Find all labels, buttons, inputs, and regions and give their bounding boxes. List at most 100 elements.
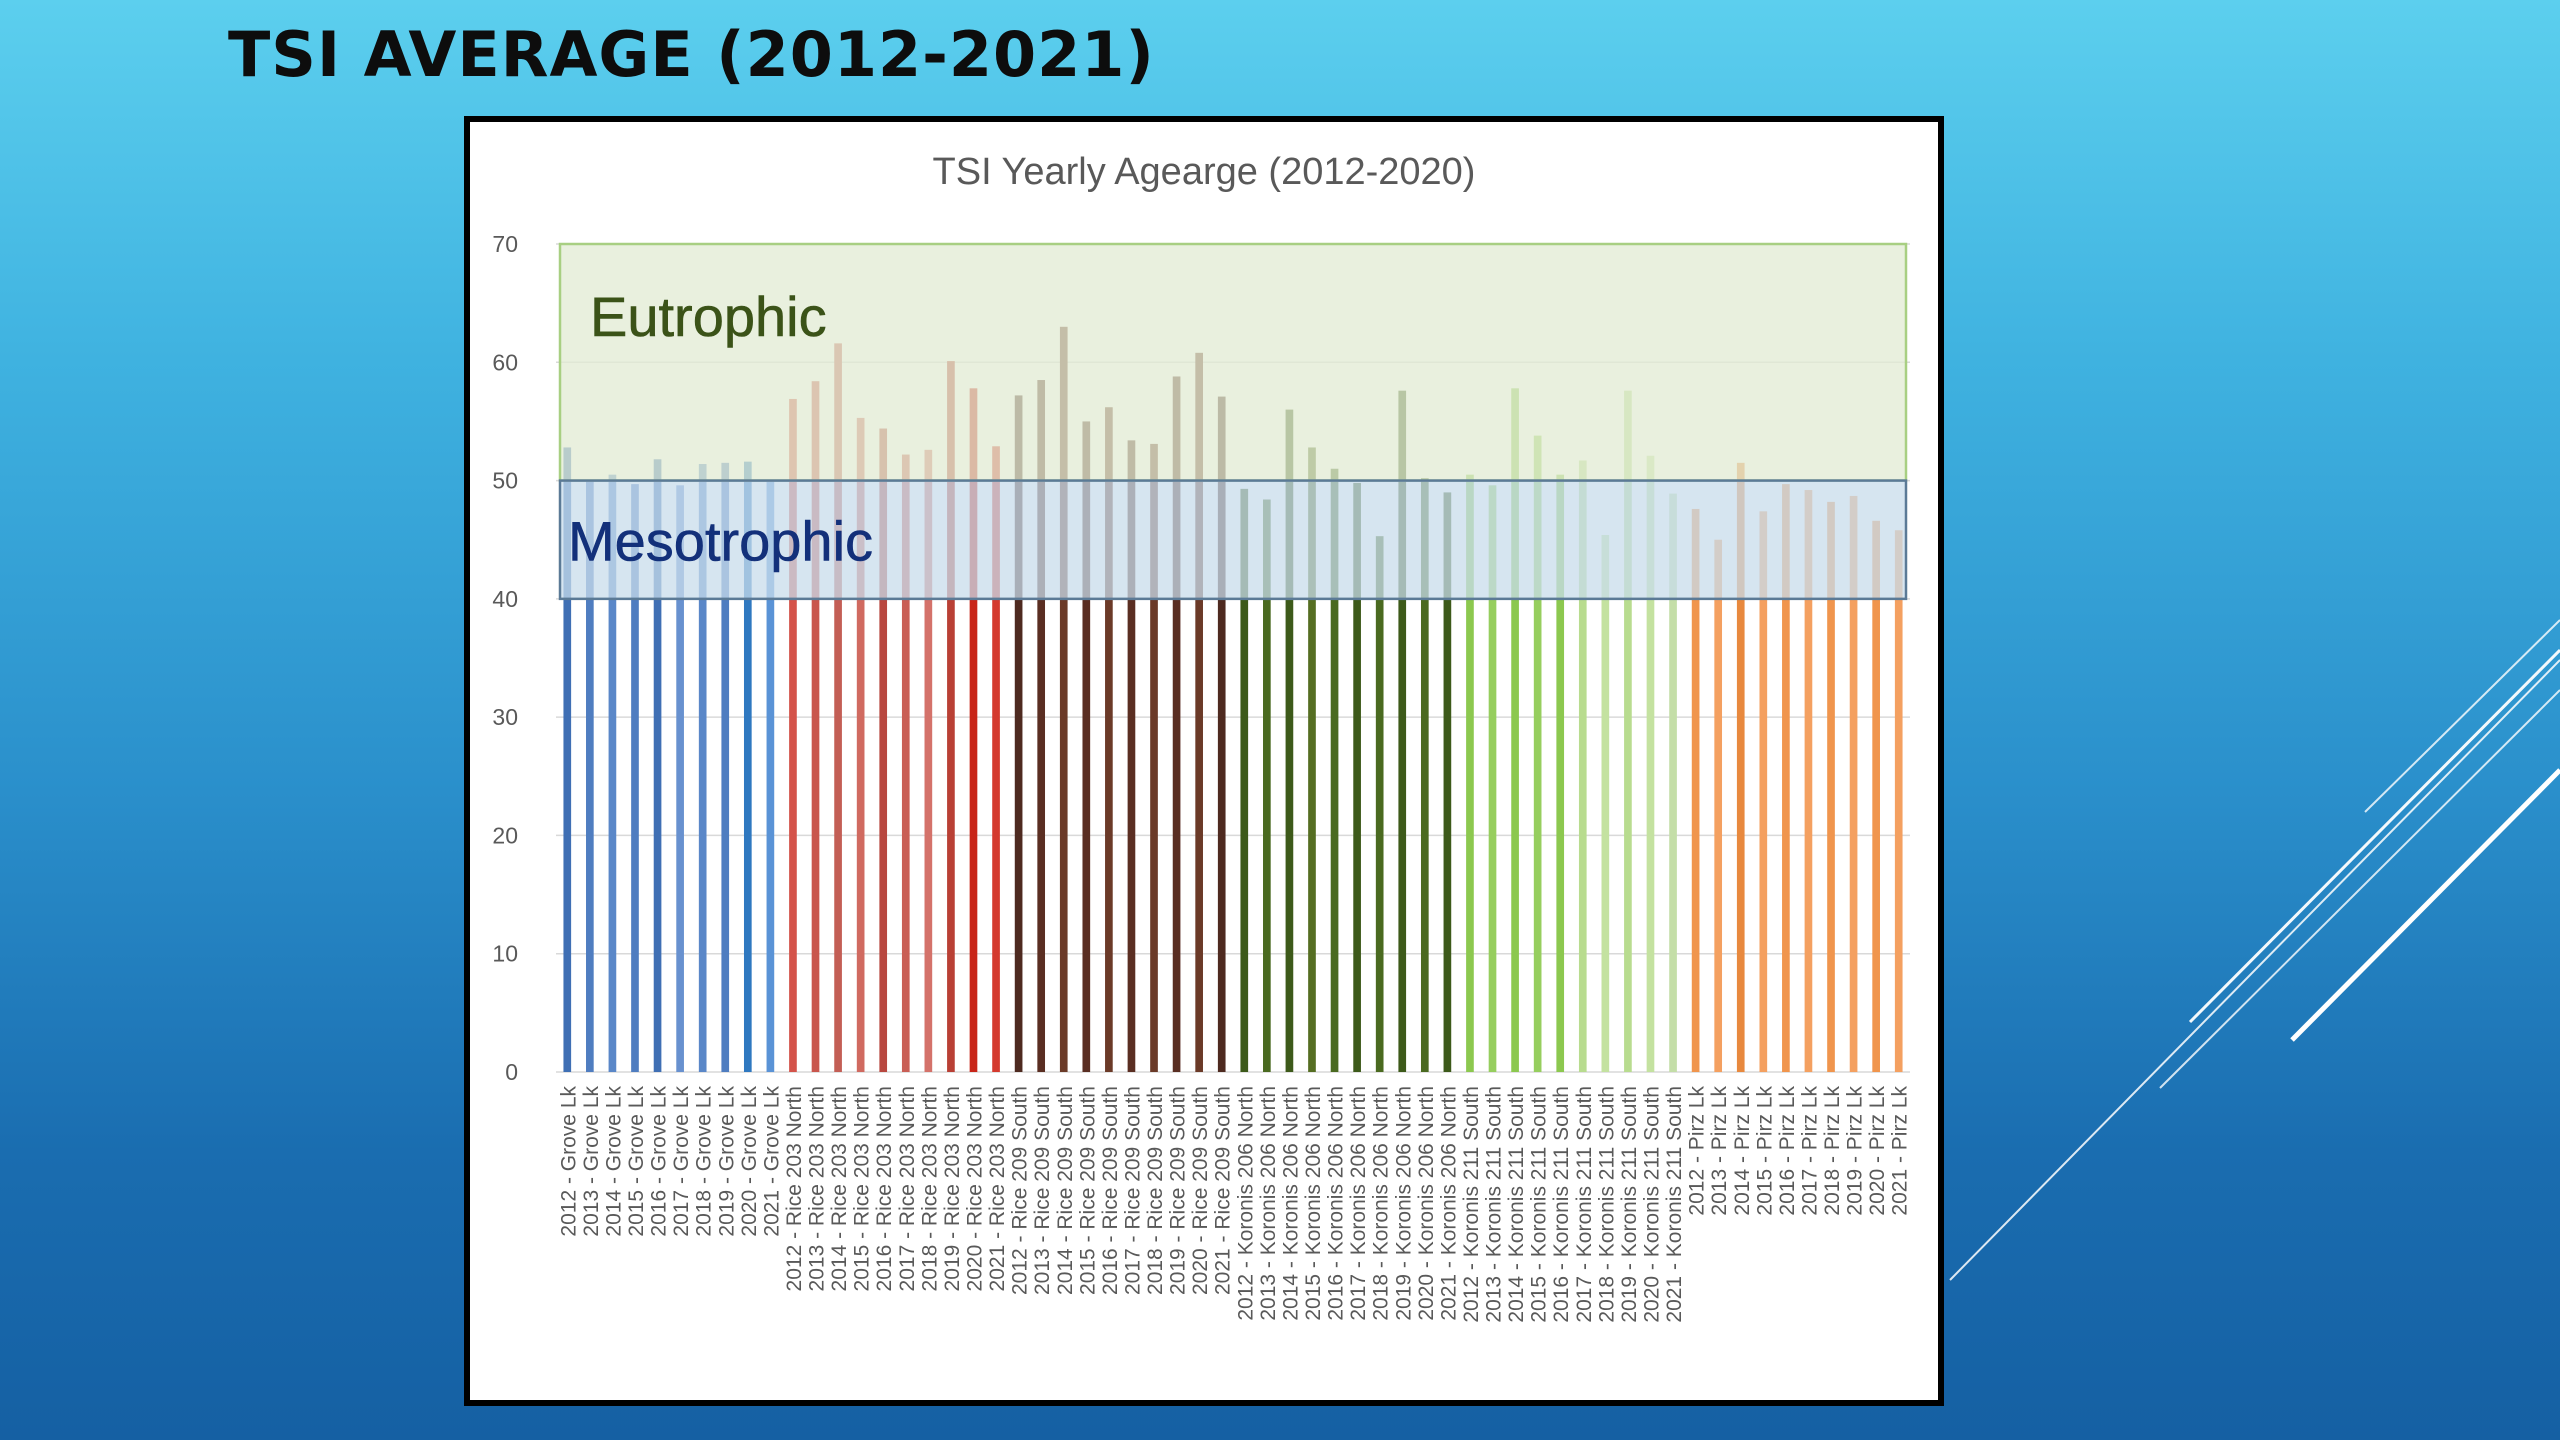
bar [1082,421,1091,1072]
x-tick-label: 2021 - Koronis 206 North [1437,1086,1460,1321]
bar [1578,460,1587,1072]
x-tick-label: 2012 - Koronis 211 South [1460,1086,1483,1323]
band-label-mesotrophic: Mesotrophic [568,510,873,573]
bar [1217,396,1226,1072]
x-tick-label: 2013 - Koronis 206 North [1257,1086,1280,1321]
x-tick-label: 2019 - Pirz Lk [1844,1086,1867,1216]
bar [1849,495,1858,1072]
x-tick-label: 2017 - Pirz Lk [1798,1086,1821,1216]
bar [811,381,820,1072]
bar [992,446,1000,1073]
x-tick-label: 2020 - Rice 209 South [1189,1086,1212,1295]
x-tick-label: 2014 - Koronis 206 North [1279,1086,1302,1321]
bar [653,459,662,1072]
band-mesotrophic [558,479,1908,601]
bar [608,474,617,1073]
bar [1150,443,1158,1073]
x-tick-label: 2015 - Rice 203 North [851,1086,874,1291]
x-tick-label: 2017 - Koronis 206 North [1347,1086,1370,1321]
bar [879,428,888,1072]
bar [1263,499,1271,1072]
x-tick-label: 2019 - Rice 203 North [941,1086,964,1291]
bar [1736,462,1745,1072]
x-tick-label: 2018 - Rice 203 North [918,1086,941,1291]
x-tick-label: 2015 - Rice 209 South [1076,1086,1099,1295]
bar [1759,511,1768,1073]
x-tick-label: 2021 - Grove Lk [760,1086,783,1237]
bar [1556,474,1565,1073]
x-tick-label: 2016 - Pirz Lk [1776,1086,1799,1216]
y-tick-label: 60 [492,349,518,375]
x-tick-label: 2021 - Pirz Lk [1889,1086,1912,1216]
x-tick-label: 2018 - Grove Lk [693,1086,716,1237]
bar [1714,539,1723,1072]
x-tick-label: 2017 - Rice 209 South [1121,1086,1144,1295]
x-tick-label: 2013 - Pirz Lk [1708,1086,1731,1216]
bar [1375,536,1384,1072]
x-tick-label: 2013 - Grove Lk [580,1086,603,1237]
x-tick-label: 2018 - Pirz Lk [1821,1086,1844,1216]
y-tick-label: 40 [492,586,518,612]
bar [924,449,933,1072]
bar [1308,447,1316,1072]
x-tick-label: 2017 - Rice 203 North [896,1086,919,1291]
slide-title: TSI AVERAGE (2012-2021) [228,18,1155,91]
chart-title: TSI Yearly Agearge (2012-2020) [933,151,1476,193]
x-tick-label: 2018 - Koronis 211 South [1595,1086,1618,1323]
bar [1353,482,1361,1072]
x-tick-label: 2018 - Rice 209 South [1144,1086,1167,1295]
bar [969,388,978,1072]
x-tick-label: 2019 - Grove Lk [715,1086,738,1237]
bar [1533,435,1542,1072]
x-tick-label: 2016 - Koronis 211 South [1550,1086,1573,1323]
bar [901,454,910,1072]
x-tick-label: 2017 - Koronis 211 South [1573,1086,1596,1323]
x-tick-label: 2012 - Pirz Lk [1686,1086,1709,1216]
bar [1105,407,1113,1073]
x-tick-label: 2015 - Pirz Lk [1753,1086,1776,1216]
bar [563,447,572,1072]
y-tick-label: 70 [492,231,518,257]
bar [721,462,730,1072]
bar [1872,520,1880,1072]
bar [1601,534,1610,1072]
bar [743,461,752,1072]
bar [1624,390,1632,1072]
bar [586,480,594,1073]
bar [834,343,842,1072]
bar [1285,409,1294,1073]
x-tick-label: 2019 - Rice 209 South [1167,1086,1190,1295]
x-tick-label: 2015 - Koronis 206 North [1302,1086,1325,1321]
x-tick-label: 2018 - Koronis 206 North [1370,1086,1393,1321]
x-tick-label: 2016 - Rice 209 South [1099,1086,1122,1295]
x-tick-label: 2020 - Pirz Lk [1866,1086,1889,1216]
y-tick-label: 30 [492,704,518,730]
y-tick-label: 50 [492,468,518,494]
x-tick-label: 2017 - Grove Lk [670,1086,693,1237]
bar [856,417,865,1072]
bar [1420,478,1429,1073]
bar [1466,474,1474,1073]
x-tick-label: 2013 - Rice 203 North [806,1086,829,1291]
bar [1827,501,1835,1072]
bar [1443,492,1452,1072]
bar [631,484,639,1072]
x-tick-label: 2016 - Koronis 206 North [1325,1086,1348,1321]
bar [676,485,684,1072]
x-tick-label: 2014 - Rice 209 South [1054,1086,1077,1295]
chart-frame: TSI Yearly Agearge (2012-2020) 0 10 20 30 40… [464,116,1944,1406]
x-tick-label: 2020 - Grove Lk [738,1086,761,1237]
x-tick-label: 2012 - Rice 203 North [783,1086,806,1291]
x-tick-label: 2012 - Koronis 206 North [1234,1086,1257,1321]
x-tick-label: 2020 - Koronis 206 North [1415,1086,1438,1321]
bar [1691,508,1700,1073]
bar [698,464,707,1072]
bar [1894,530,1903,1072]
bar [1037,380,1046,1072]
band-label-eutrophic: Eutrophic [590,285,827,348]
bar [766,480,775,1073]
x-tick-label: 2012 - Grove Lk [557,1086,580,1237]
x-tick-label: 2020 - Rice 203 North [963,1086,986,1291]
bar [1488,485,1497,1072]
bar [1330,468,1339,1072]
